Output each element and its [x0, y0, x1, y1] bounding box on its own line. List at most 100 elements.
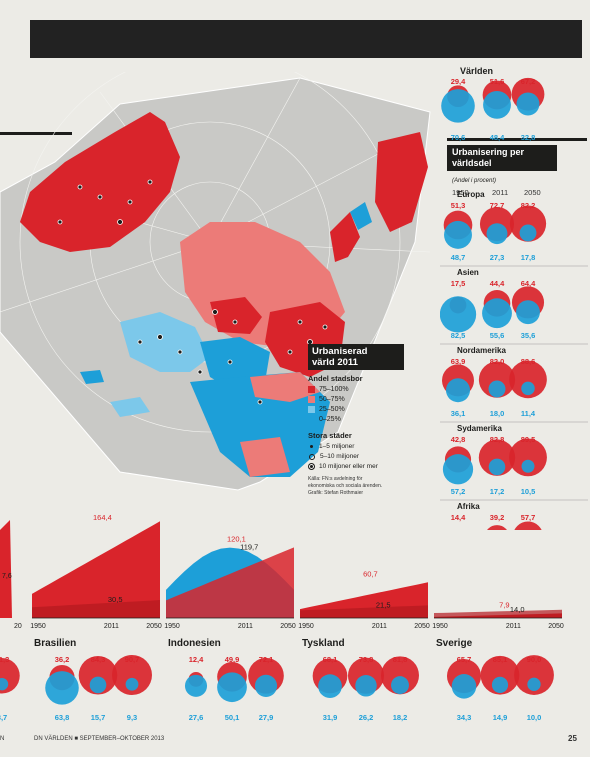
urban-value-label: 51,6	[490, 77, 505, 86]
rural-value-label: 26,2	[359, 713, 374, 722]
rural-bubble	[482, 298, 512, 329]
map-indonesia	[110, 397, 150, 417]
axis-tick-label: 1950	[164, 623, 180, 630]
area-value-label: 30,5	[108, 595, 123, 604]
rural-value-label: 82,5	[451, 331, 466, 340]
legend-swatch	[308, 406, 315, 413]
legend-city-medium: 5–10 miljoner	[308, 453, 404, 460]
urban-bubble	[112, 655, 152, 695]
axis-tick-label: 2050	[280, 623, 296, 630]
axis-tick-label: 2050	[548, 623, 564, 630]
page-number: 25	[568, 734, 577, 743]
rural-value-label: 55,6	[490, 331, 505, 340]
urban-value-label: 72,1	[259, 655, 274, 664]
rural-bubble	[483, 90, 511, 119]
region-name: Sydamerika	[457, 424, 502, 433]
legend-cities-title: Stora städer	[308, 431, 352, 440]
rural-bubble	[318, 674, 342, 699]
sidebar-subtitle: (Andel i procent)	[452, 178, 497, 184]
urban-value-label: 17,5	[451, 279, 466, 288]
area-value-label: 60,7	[363, 569, 378, 578]
map-north-africa	[250, 372, 320, 402]
urban-value-label: 85,1	[493, 655, 508, 664]
urban-bubble	[478, 361, 516, 398]
rural-value-label: 10,5	[521, 487, 536, 496]
rural-value-label: 32,8	[521, 133, 536, 142]
urban-value-label: 51,3	[451, 201, 466, 210]
urban-bubble	[514, 655, 554, 695]
urban-value-label: 82,8	[490, 435, 505, 444]
rural-bubble	[444, 220, 472, 249]
rural-value-label: 36,1	[451, 409, 466, 418]
rural-bubble	[491, 676, 509, 693]
rural-value-label: 31,9	[323, 713, 338, 722]
rural-bubble	[519, 224, 537, 242]
partial-area-label: 7,6	[2, 573, 12, 580]
rural-area	[434, 609, 562, 618]
urban-bubble	[514, 521, 542, 530]
urban-value-label: 82,2	[521, 201, 536, 210]
rural-value-label: 27,9	[259, 713, 274, 722]
rural-value-label: 27,3	[490, 253, 505, 262]
rural-bubble	[441, 89, 475, 123]
urban-bubble	[509, 438, 547, 477]
urban-value-label: 36,2	[55, 655, 70, 664]
city-dot-medium-icon	[309, 453, 315, 460]
urban-area	[166, 547, 294, 618]
rural-value-label: 17,2	[490, 487, 505, 496]
rural-bubble	[521, 459, 535, 473]
region-name: Nordamerika	[457, 346, 506, 355]
urban-value-label: 89,5	[521, 435, 536, 444]
legend-item: 0–25%	[308, 416, 404, 423]
axis-tick-label: 1950	[432, 623, 448, 630]
partial-area	[0, 520, 12, 618]
rural-bubble	[527, 677, 541, 691]
rural-bubble	[516, 92, 540, 116]
sidebar-year: 1950	[452, 188, 469, 197]
map-island-blue	[350, 202, 372, 230]
axis-tick-label: 2011	[238, 623, 253, 630]
region-name: Afrika	[457, 502, 480, 511]
map-north-america	[20, 112, 180, 252]
axis-tick-label: 2050	[146, 623, 162, 630]
map-city-dots	[57, 179, 328, 405]
rural-area	[32, 600, 160, 618]
urban-value-label: 44,4	[490, 279, 505, 288]
region-name: Europa	[457, 190, 485, 199]
urban-value-label: 65,7	[457, 655, 472, 664]
rural-bubble	[442, 454, 474, 485]
rural-bubble	[0, 677, 9, 691]
rural-bubble	[45, 671, 79, 705]
legend-item: 25–50%	[308, 406, 404, 413]
axis-tick-label: 2011	[372, 623, 387, 630]
urban-value-label: 81,8	[393, 655, 408, 664]
legend-subtitle: Andel stadsbor	[308, 374, 363, 383]
rural-bubble	[516, 300, 540, 325]
rural-value-label: 18,2	[393, 713, 408, 722]
legend-city-large: 10 miljoner eller mer	[308, 463, 404, 470]
header-bar	[30, 20, 582, 58]
rural-value-label: 50,1	[225, 713, 240, 722]
axis-tick-label: 2011	[506, 623, 521, 630]
rural-bubble	[184, 674, 208, 697]
map-south-africa	[240, 437, 290, 477]
urban-bubble	[480, 655, 520, 695]
urban-value-label: 90,0	[527, 655, 542, 664]
region-name: Asien	[457, 268, 479, 277]
rural-value-label: 34,3	[457, 713, 472, 722]
legend-swatch	[308, 386, 315, 393]
urban-value-label: 39,2	[490, 513, 505, 522]
urban-value-label: 64,4	[521, 279, 536, 288]
area-value-label: 14,0	[510, 605, 525, 614]
urban-value-label: 88,6	[521, 357, 536, 366]
rural-value-label: 27,6	[189, 713, 204, 722]
axis-tick-label: 2011	[104, 623, 119, 630]
partial-edge-text: N	[0, 736, 5, 742]
rural-value-label: 8,7	[0, 713, 7, 722]
legend-swatch	[308, 416, 315, 423]
world-label: Världen	[460, 66, 494, 76]
legend-city-small: 1–5 miljoner	[308, 443, 404, 450]
rural-area	[300, 605, 428, 618]
rural-value-label: 18,0	[490, 409, 505, 418]
urban-value-label: 57,7	[521, 513, 536, 522]
